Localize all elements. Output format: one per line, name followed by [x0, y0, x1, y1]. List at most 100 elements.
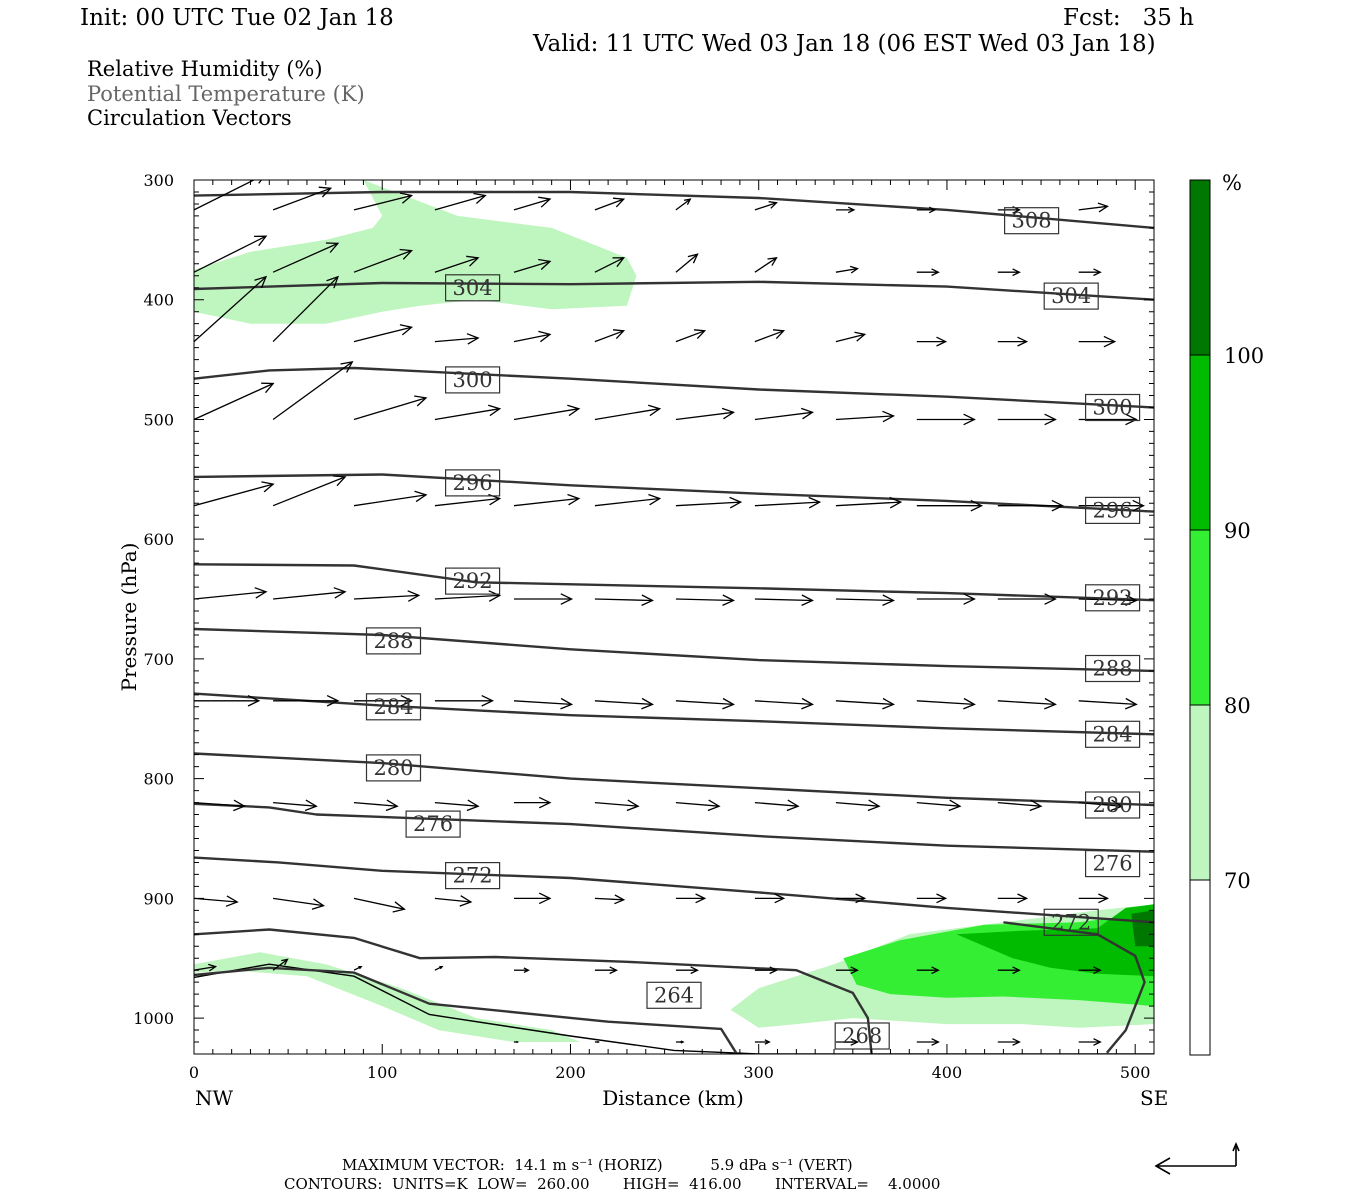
- vector-shaft: [594, 700, 653, 706]
- circulation-vector: [594, 197, 626, 211]
- axis-ticks: [193, 179, 1155, 1055]
- vector-head: [466, 799, 480, 812]
- x-tick-label: 300: [743, 1063, 774, 1082]
- circulation-vector: [353, 192, 414, 211]
- vector-head: [854, 331, 867, 342]
- theta-contour-280: [194, 752, 1154, 807]
- contour-label-text: 272: [453, 864, 493, 888]
- y-tick-label: 1000: [133, 1009, 174, 1028]
- vector-shaft: [1078, 205, 1108, 211]
- vector-shaft: [594, 198, 624, 211]
- circulation-vector: [273, 587, 347, 600]
- legend-vectors: Circulation Vectors: [87, 106, 292, 130]
- contour-label-box: [1084, 496, 1141, 524]
- valid-time: Valid: 11 UTC Wed 03 Jan 18 (06 EST Wed …: [533, 31, 1156, 57]
- vector-head: [772, 329, 786, 340]
- vector-shaft: [513, 408, 579, 421]
- circulation-vector: [194, 180, 263, 211]
- vector-head: [970, 499, 984, 512]
- contour-label-text: 284: [373, 695, 413, 719]
- vector-head: [340, 361, 354, 373]
- contour-label-text: 280: [373, 756, 413, 780]
- vector-shaft: [594, 408, 660, 421]
- vector-head: [931, 1038, 940, 1046]
- contour-label-text: 292: [1093, 586, 1133, 610]
- theta-contour-308: [194, 190, 1154, 230]
- contour-label: 276: [405, 810, 461, 838]
- circulation-vector: [353, 799, 399, 812]
- vector-head: [208, 963, 218, 972]
- contour-label-text: 264: [654, 983, 694, 1007]
- tick-marks: [193, 179, 1155, 1055]
- contour-label-layer: 308 304 304 300 300 296 296 292 292 288 288 284 284 2…: [365, 207, 1141, 1050]
- vector-shaft: [194, 235, 267, 273]
- circulation-vector: [514, 892, 552, 905]
- vector-head: [612, 329, 626, 340]
- colorbar-level-label: 80: [1224, 694, 1251, 718]
- vector-shaft: [353, 397, 427, 421]
- contour-label-box: [445, 567, 501, 595]
- contour-label-box: [445, 469, 501, 497]
- vector-shaft: [434, 257, 479, 273]
- rh-region-70: [194, 180, 637, 324]
- colorbar-level-label: 70: [1224, 869, 1251, 893]
- vector-shaft: [353, 494, 427, 507]
- vector-shaft: [513, 333, 551, 343]
- footer-contours: CONTOURS: UNITS=K LOW= 260.00 HIGH= 416.…: [284, 1175, 941, 1193]
- contour-label-box: [1084, 393, 1141, 422]
- contour-label-box: [1003, 207, 1060, 235]
- circulation-vector: [916, 499, 984, 512]
- theta-contour-288: [194, 627, 1154, 673]
- circulation-vector: [272, 275, 339, 343]
- vector-head: [1132, 499, 1145, 512]
- circulation-vector: [1078, 413, 1138, 426]
- theta-contour-272: [194, 856, 1154, 924]
- circulation-vector: [594, 329, 626, 343]
- vector-head: [333, 587, 347, 599]
- theta-contour-272: [1003, 921, 1146, 1054]
- theta-contour-292: [194, 563, 1154, 602]
- contour-label-text: 296: [1093, 498, 1133, 522]
- circulation-vector: [754, 697, 814, 710]
- vector-head: [1125, 594, 1138, 606]
- circulation-vector: [594, 404, 662, 421]
- vector-head: [439, 965, 444, 970]
- circulation-vector: [675, 253, 699, 273]
- vector-head: [847, 206, 856, 214]
- contour-label-box: [445, 861, 501, 890]
- vector-shaft: [675, 501, 741, 507]
- vector-head: [963, 593, 976, 605]
- vector-head: [1017, 336, 1029, 347]
- vector-shaft: [1078, 700, 1137, 706]
- vector-head: [1044, 413, 1057, 426]
- vector-shaft: [1078, 598, 1137, 602]
- colorbar-level-label: 100: [1224, 344, 1264, 368]
- circulation-vector: [434, 192, 487, 211]
- circulation-vector: [194, 963, 218, 972]
- vector-shaft: [434, 497, 500, 507]
- vector-shaft: [434, 194, 486, 211]
- contour-label-box: [405, 810, 461, 838]
- circulation-vector: [997, 893, 1029, 904]
- circulation-vector: [835, 799, 881, 812]
- circulation-vector: [594, 493, 662, 507]
- contour-label-text: 304: [453, 276, 493, 300]
- circulation-vector: [754, 201, 778, 211]
- vector-shaft: [434, 337, 479, 343]
- circulation-vector: [835, 594, 896, 606]
- circulation-vector: [916, 799, 962, 812]
- vector-head: [414, 395, 428, 407]
- contour-label-box: [445, 366, 501, 394]
- vector-shaft: [513, 260, 551, 273]
- contour-label: 288: [365, 627, 422, 655]
- circulation-vector: [754, 966, 778, 975]
- circulation-vector: [835, 893, 867, 904]
- circulation-vector: [594, 894, 626, 905]
- vector-head: [1103, 335, 1117, 348]
- vector-shaft: [513, 700, 572, 706]
- circulation-vector: [354, 695, 414, 707]
- circulation-vector: [675, 198, 692, 211]
- contour-label-text: 304: [1051, 284, 1091, 308]
- vector-head: [729, 496, 743, 509]
- vector-head: [247, 695, 261, 707]
